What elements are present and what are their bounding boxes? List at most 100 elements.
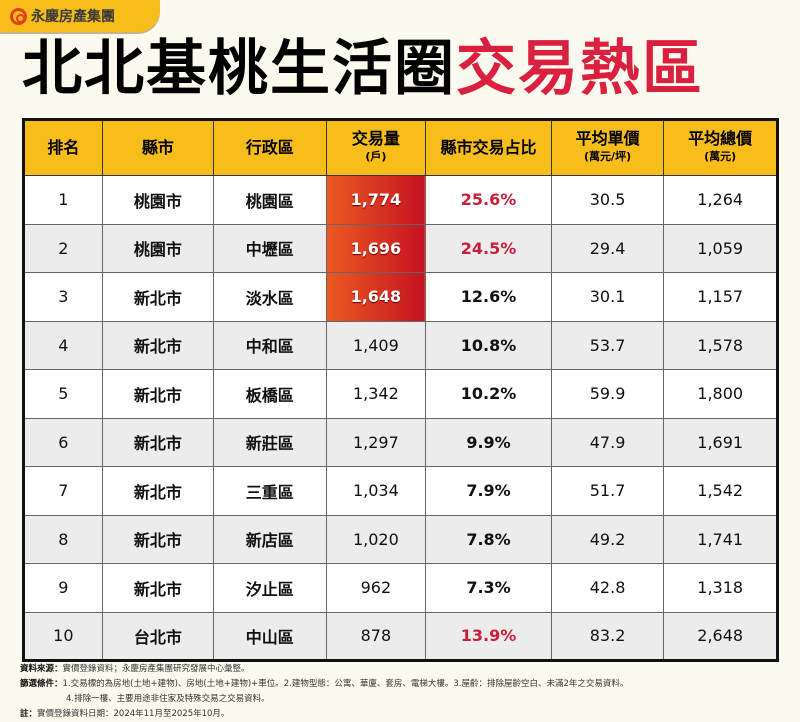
cell-volume: 962 <box>325 563 427 613</box>
cell-share: 10.8% <box>425 320 552 370</box>
source-label: 資料來源： <box>20 664 63 674</box>
cell-district: 中山區 <box>213 611 327 661</box>
column-header: 交易量 (戶) <box>325 119 427 176</box>
cell-share: 7.8% <box>425 514 552 564</box>
cell-volume: 1,696 <box>325 223 427 273</box>
cell-unit-price: 51.7 <box>550 466 665 516</box>
table-row: 1 桃園市 桃園區 1,774 25.6% 30.5 1,264 <box>23 175 778 225</box>
cell-share: 25.6% <box>425 175 552 225</box>
cell-unit-price: 83.2 <box>550 611 665 661</box>
cell-rank: 8 <box>23 514 103 564</box>
cell-unit-price: 29.4 <box>550 223 665 273</box>
note-text: 實價登錄資料日期：2024年11月至2025年10月。 <box>37 709 230 719</box>
cell-unit-price: 49.2 <box>550 514 665 564</box>
cell-total-price: 1,318 <box>663 563 778 613</box>
cell-city: 新北市 <box>101 514 215 564</box>
cell-rank: 7 <box>23 466 103 516</box>
cell-city: 新北市 <box>101 320 215 370</box>
cell-city: 新北市 <box>101 563 215 613</box>
cell-total-price: 1,157 <box>663 272 778 322</box>
cell-share: 24.5% <box>425 223 552 273</box>
cell-total-price: 1,264 <box>663 175 778 225</box>
cell-volume: 1,297 <box>325 417 427 467</box>
note-label: 註： <box>20 709 38 719</box>
brand-name: 永慶房產集團 <box>31 9 115 25</box>
table-row: 8 新北市 新店區 1,020 7.8% 49.2 1,741 <box>23 514 778 564</box>
header-unit: (萬元) <box>704 150 737 163</box>
header-label: 平均總價 <box>688 129 753 148</box>
column-header: 平均單價 (萬元/坪) <box>550 119 665 176</box>
cell-share: 9.9% <box>425 417 552 467</box>
column-header: 縣市 <box>101 119 215 176</box>
column-header: 排名 <box>23 119 103 176</box>
cell-share: 7.3% <box>425 563 552 613</box>
cell-unit-price: 59.9 <box>550 369 665 419</box>
cell-unit-price: 30.1 <box>550 272 665 322</box>
cell-rank: 5 <box>23 369 103 419</box>
cell-district: 新莊區 <box>213 417 327 467</box>
cell-share: 10.2% <box>425 369 552 419</box>
cell-rank: 3 <box>23 272 103 322</box>
cell-city: 桃園市 <box>101 223 215 273</box>
cell-unit-price: 47.9 <box>550 417 665 467</box>
cell-total-price: 1,741 <box>663 514 778 564</box>
cell-total-price: 1,578 <box>663 320 778 370</box>
column-header: 縣市交易占比 <box>425 119 552 176</box>
cell-share: 12.6% <box>425 272 552 322</box>
header-unit: (萬元/坪) <box>584 150 632 163</box>
table-row: 2 桃園市 中壢區 1,696 24.5% 29.4 1,059 <box>23 223 778 273</box>
title-part1: 北北基桃生活圈 <box>22 34 456 104</box>
table-row: 6 新北市 新莊區 1,297 9.9% 47.9 1,691 <box>23 417 778 467</box>
cell-rank: 10 <box>23 611 103 661</box>
cell-district: 桃園區 <box>213 175 327 225</box>
header-label: 平均單價 <box>575 129 640 148</box>
yungching-logo-icon <box>10 7 27 25</box>
table-row: 5 新北市 板橋區 1,342 10.2% 59.9 1,800 <box>23 369 778 419</box>
table-row: 7 新北市 三重區 1,034 7.9% 51.7 1,542 <box>23 466 778 516</box>
cell-volume: 1,774 <box>325 175 427 225</box>
cell-volume: 1,034 <box>325 466 427 516</box>
cell-city: 桃園市 <box>101 175 215 225</box>
cell-city: 新北市 <box>101 369 215 419</box>
filter-text-1: 1.交易標的為房地(土地+建物)、房地(土地+建物)+車位。2.建物型態：公寓、… <box>62 679 629 689</box>
title-part2: 交易熱區 <box>456 34 704 104</box>
cell-total-price: 2,648 <box>663 611 778 661</box>
cell-volume: 1,648 <box>325 272 427 322</box>
cell-volume: 1,409 <box>325 320 427 370</box>
cell-total-price: 1,059 <box>663 223 778 273</box>
cell-total-price: 1,800 <box>663 369 778 419</box>
brand-logo: 永慶房產集團 <box>0 0 160 32</box>
column-header: 行政區 <box>213 119 327 176</box>
cell-rank: 2 <box>23 223 103 273</box>
cell-unit-price: 42.8 <box>550 563 665 613</box>
header-label: 縣市 <box>141 138 174 157</box>
footnotes: 資料來源：實價登錄資料；永慶房產集團研究發展中心彙整。 篩選條件：1.交易標的為… <box>20 662 628 722</box>
cell-city: 新北市 <box>101 417 215 467</box>
cell-volume: 1,020 <box>325 514 427 564</box>
cell-district: 淡水區 <box>213 272 327 322</box>
cell-rank: 9 <box>23 563 103 613</box>
cell-unit-price: 53.7 <box>550 320 665 370</box>
cell-city: 新北市 <box>101 272 215 322</box>
cell-total-price: 1,691 <box>663 417 778 467</box>
cell-volume: 1,342 <box>325 369 427 419</box>
table-row: 10 台北市 中山區 878 13.9% 83.2 2,648 <box>23 611 778 661</box>
cell-city: 新北市 <box>101 466 215 516</box>
table-row: 3 新北市 淡水區 1,648 12.6% 30.1 1,157 <box>23 272 778 322</box>
header-label: 交易量 <box>351 129 400 148</box>
cell-unit-price: 30.5 <box>550 175 665 225</box>
page-title: 北北基桃生活圈交易熱區 <box>22 32 704 106</box>
source-text: 實價登錄資料；永慶房產集團研究發展中心彙整。 <box>62 664 250 674</box>
header-label: 縣市交易占比 <box>440 138 537 157</box>
cell-rank: 1 <box>23 175 103 225</box>
table-row: 4 新北市 中和區 1,409 10.8% 53.7 1,578 <box>23 320 778 370</box>
filter-label: 篩選條件： <box>20 679 63 689</box>
cell-district: 汐止區 <box>213 563 327 613</box>
cell-volume: 878 <box>325 611 427 661</box>
cell-district: 中壢區 <box>213 223 327 273</box>
header-unit: (戶) <box>365 150 387 163</box>
cell-district: 新店區 <box>213 514 327 564</box>
header-label: 排名 <box>47 138 80 157</box>
cell-rank: 4 <box>23 320 103 370</box>
